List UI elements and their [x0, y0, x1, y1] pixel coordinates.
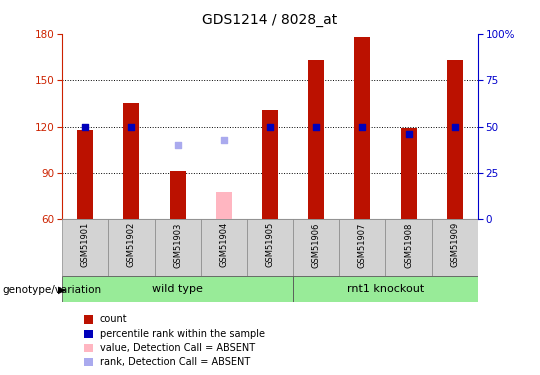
- Text: GSM51902: GSM51902: [127, 222, 136, 267]
- Text: rnt1 knockout: rnt1 knockout: [347, 284, 424, 294]
- Text: GSM51909: GSM51909: [450, 222, 460, 267]
- Text: GSM51905: GSM51905: [266, 222, 274, 267]
- Bar: [293, 219, 339, 276]
- Point: [404, 131, 413, 137]
- Bar: [62, 219, 109, 276]
- Bar: [170, 171, 186, 219]
- Text: GSM51906: GSM51906: [312, 222, 321, 268]
- Bar: [247, 219, 293, 276]
- Text: count: count: [100, 315, 127, 324]
- Bar: [123, 104, 139, 219]
- Text: rank, Detection Call = ABSENT: rank, Detection Call = ABSENT: [100, 357, 250, 367]
- Bar: [109, 219, 154, 276]
- Bar: [201, 219, 247, 276]
- Point: [312, 124, 321, 130]
- Bar: [77, 130, 93, 219]
- Bar: [215, 192, 232, 219]
- Bar: [308, 60, 325, 219]
- Text: GSM51901: GSM51901: [80, 222, 90, 267]
- Point: [127, 124, 136, 130]
- Text: GDS1214 / 8028_at: GDS1214 / 8028_at: [202, 13, 338, 27]
- Bar: [154, 219, 201, 276]
- Text: GSM51907: GSM51907: [358, 222, 367, 268]
- Bar: [293, 276, 478, 302]
- Bar: [62, 276, 293, 302]
- Bar: [447, 60, 463, 219]
- Text: GSM51903: GSM51903: [173, 222, 182, 268]
- Bar: [339, 219, 386, 276]
- Point: [173, 142, 182, 148]
- Point: [81, 124, 90, 130]
- Text: GSM51904: GSM51904: [219, 222, 228, 267]
- Text: ▶: ▶: [58, 285, 66, 295]
- Bar: [386, 219, 431, 276]
- Bar: [431, 219, 478, 276]
- Text: genotype/variation: genotype/variation: [3, 285, 102, 295]
- Point: [358, 124, 367, 130]
- Text: GSM51908: GSM51908: [404, 222, 413, 268]
- Text: wild type: wild type: [152, 284, 203, 294]
- Bar: [354, 37, 370, 219]
- Text: percentile rank within the sample: percentile rank within the sample: [100, 329, 265, 339]
- Point: [450, 124, 459, 130]
- Bar: [262, 110, 278, 219]
- Point: [266, 124, 274, 130]
- Point: [219, 136, 228, 142]
- Text: value, Detection Call = ABSENT: value, Detection Call = ABSENT: [100, 343, 255, 353]
- Bar: [401, 128, 417, 219]
